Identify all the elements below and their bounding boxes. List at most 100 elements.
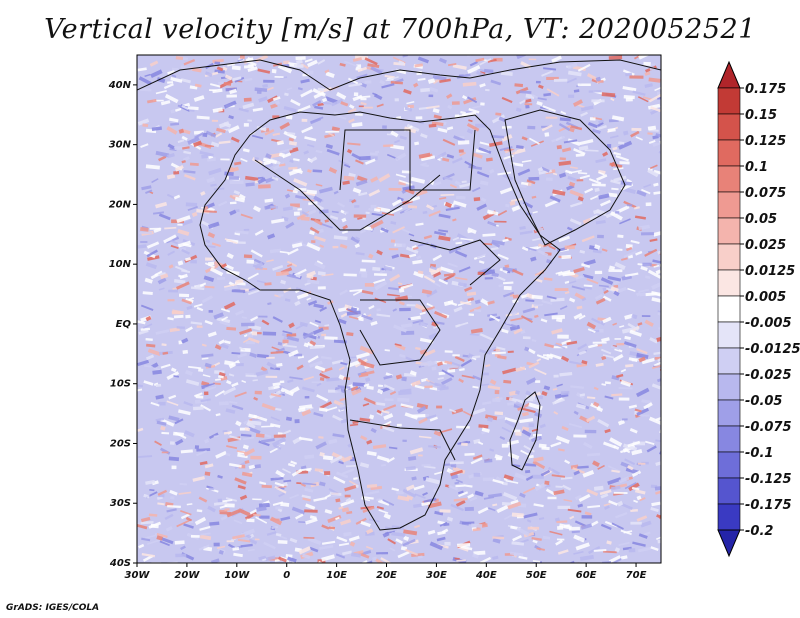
field-cell (145, 189, 153, 194)
field-cell (286, 87, 293, 91)
field-cell (233, 552, 243, 558)
field-cell (476, 171, 490, 178)
field-cell (262, 83, 269, 88)
field-cell (417, 555, 423, 559)
field-cell (275, 407, 282, 411)
field-cell (207, 505, 216, 513)
field-cell (157, 502, 165, 506)
field-cell (579, 393, 586, 397)
field-cell (613, 284, 619, 288)
field-cell (521, 136, 528, 141)
field-cell (350, 457, 356, 462)
field-cell (348, 535, 360, 542)
internal-border-4 (349, 419, 456, 461)
field-cell (406, 123, 420, 132)
field-cell (591, 317, 601, 324)
field-cell (317, 59, 326, 65)
field-cell (414, 141, 420, 146)
field-cell (199, 282, 207, 287)
field-cell (141, 552, 156, 558)
field-cell (196, 450, 208, 457)
field-cell (461, 442, 468, 446)
field-cell (186, 305, 193, 310)
field-cell (242, 148, 250, 153)
field-cell (168, 264, 174, 269)
field-cell (651, 142, 657, 145)
field-cell (452, 63, 467, 70)
field-cell (388, 286, 400, 291)
field-cell (208, 167, 222, 176)
field-cell (577, 503, 584, 508)
field-cell (217, 474, 223, 479)
field-cell (210, 83, 221, 88)
field-cell (180, 78, 191, 84)
field-cell (239, 55, 245, 59)
field-cell (319, 372, 331, 380)
field-cell (456, 233, 471, 243)
field-cell (168, 289, 179, 293)
field-cell (584, 511, 592, 516)
field-cell (320, 356, 332, 360)
field-cell (447, 369, 456, 373)
field-cell (574, 520, 587, 527)
field-cell (439, 196, 447, 200)
field-cell (537, 249, 549, 257)
field-cell (243, 228, 250, 231)
x-tick-label: 30W (125, 570, 151, 581)
field-cell (514, 183, 527, 189)
field-cell (595, 219, 606, 225)
field-cell (531, 339, 537, 343)
field-cell (639, 497, 646, 502)
field-cell (312, 169, 323, 173)
field-cell (223, 100, 237, 109)
field-cell (472, 407, 486, 415)
field-cell (181, 104, 189, 110)
field-cell (144, 73, 151, 78)
field-cell (456, 559, 466, 562)
field-cell (522, 307, 536, 314)
field-cell (272, 115, 280, 119)
field-cell (307, 169, 312, 173)
field-cell (287, 132, 296, 135)
field-cell (391, 531, 406, 537)
colorbar-swatch (717, 191, 741, 219)
field-cell (537, 166, 544, 173)
field-cell (548, 245, 556, 250)
field-cell (522, 407, 536, 414)
field-cell (361, 314, 373, 321)
field-cell (425, 414, 437, 420)
field-cell (478, 260, 485, 264)
field-cell (623, 94, 635, 100)
field-cell (420, 133, 428, 139)
field-cell (440, 193, 455, 197)
field-cell (383, 265, 393, 272)
field-cell (241, 316, 248, 320)
field-cell (629, 428, 638, 434)
field-cell (536, 354, 550, 361)
field-cell (466, 291, 477, 297)
field-cell (340, 312, 349, 318)
field-cell (228, 115, 234, 120)
y-tick-label: 10S (110, 379, 131, 390)
field-cell (602, 295, 612, 302)
field-cell (519, 418, 534, 424)
field-cell (293, 158, 300, 162)
field-cell (313, 303, 324, 309)
field-cell (346, 148, 353, 154)
field-cell (368, 207, 379, 213)
field-cell (546, 109, 557, 114)
field-cell (636, 189, 647, 197)
field-cell (395, 173, 406, 178)
field-cell (218, 549, 224, 555)
field-cell (408, 456, 417, 461)
field-cell (343, 273, 357, 277)
field-cell (319, 209, 329, 214)
field-cell (583, 284, 593, 288)
field-cell (328, 438, 338, 445)
field-cell (160, 273, 169, 280)
field-cell (383, 413, 394, 421)
field-cell (416, 255, 422, 260)
field-cell (201, 357, 209, 360)
field-cell (542, 535, 551, 540)
field-cell (574, 494, 582, 501)
